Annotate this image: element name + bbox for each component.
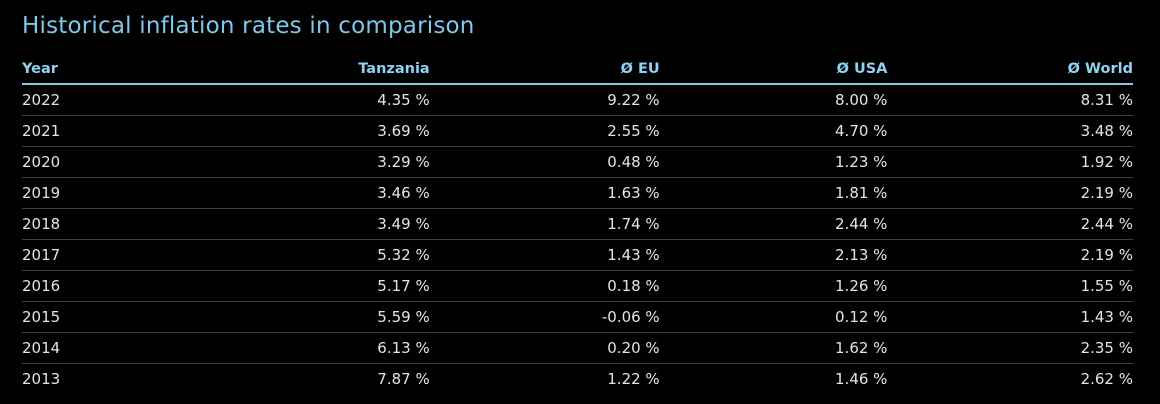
inflation-value-cell: 1.92 % — [887, 146, 1133, 178]
inflation-value-cell: 2.62 % — [1080, 370, 1133, 388]
table-row: 2015 5.59 % -0.06 % 0.12 % 1.43 % — [22, 301, 1133, 333]
year-cell: 2014 — [22, 332, 178, 364]
inflation-value-cell: 5.17 % — [177, 270, 430, 302]
column-header-world: Ø World — [887, 61, 1133, 85]
inflation-value-cell: 1.46 % — [835, 370, 888, 388]
inflation-value-cell: 8.00 % — [659, 84, 888, 116]
year-cell: 2022 — [22, 84, 178, 116]
column-header-eu: Ø EU — [429, 61, 660, 85]
column-header-usa: Ø USA — [659, 61, 888, 85]
table-header: Year Tanzania Ø EU Ø USA Ø World — [22, 61, 1133, 85]
inflation-value-cell: 3.48 % — [887, 115, 1133, 147]
inflation-value-cell: 2.55 % — [429, 115, 660, 147]
inflation-value-cell: 1.81 % — [659, 177, 888, 209]
column-header-year: Year — [22, 61, 178, 85]
inflation-value-cell: 2.44 % — [887, 208, 1133, 240]
table-row: 2019 3.46 % 1.63 % 1.81 % 2.19 % — [22, 177, 1133, 209]
table-row: 2013 7.87 % 1.22 % 1.46 % 2.62 % — [22, 364, 1133, 395]
table-row: 2014 6.13 % 0.20 % 1.62 % 2.35 % — [22, 332, 1133, 364]
table-row: 2018 3.49 % 1.74 % 2.44 % 2.44 % — [22, 208, 1133, 240]
table-row: 2022 4.35 % 9.22 % 8.00 % 8.31 % — [22, 84, 1133, 116]
inflation-value-cell: 9.22 % — [429, 84, 660, 116]
inflation-value-cell: 1.43 % — [887, 301, 1133, 333]
inflation-table: Year Tanzania Ø EU Ø USA Ø World 2022 4.3… — [22, 61, 1133, 394]
inflation-value-cell: 1.43 % — [429, 239, 660, 271]
table-body: 2022 4.35 % 9.22 % 8.00 % 8.31 % 2021 3.69 % 2.… — [22, 84, 1133, 394]
inflation-value-cell: 8.31 % — [887, 84, 1133, 116]
inflation-value-cell: 3.69 % — [177, 115, 430, 147]
inflation-value-cell: 4.70 % — [659, 115, 888, 147]
year-cell: 2013 — [22, 370, 61, 388]
inflation-value-cell: -0.06 % — [429, 301, 660, 333]
inflation-value-cell: 0.20 % — [429, 332, 660, 364]
inflation-value-cell: 2.35 % — [887, 332, 1133, 364]
year-cell: 2018 — [22, 208, 178, 240]
inflation-value-cell: 4.35 % — [177, 84, 430, 116]
inflation-value-cell: 6.13 % — [177, 332, 430, 364]
year-cell: 2017 — [22, 239, 178, 271]
inflation-value-cell: 3.46 % — [177, 177, 430, 209]
inflation-value-cell: 2.19 % — [887, 239, 1133, 271]
year-cell: 2016 — [22, 270, 178, 302]
inflation-value-cell: 0.48 % — [429, 146, 660, 178]
inflation-value-cell: 5.59 % — [177, 301, 430, 333]
inflation-value-cell: 1.62 % — [659, 332, 888, 364]
inflation-value-cell: 1.55 % — [887, 270, 1133, 302]
inflation-value-cell: 7.87 % — [377, 370, 430, 388]
table-row: 2021 3.69 % 2.55 % 4.70 % 3.48 % — [22, 115, 1133, 147]
inflation-value-cell: 0.18 % — [429, 270, 660, 302]
inflation-value-cell: 1.74 % — [429, 208, 660, 240]
year-cell: 2019 — [22, 177, 178, 209]
inflation-value-cell: 1.23 % — [659, 146, 888, 178]
inflation-value-cell: 3.29 % — [177, 146, 430, 178]
year-cell: 2020 — [22, 146, 178, 178]
table-row: 2020 3.29 % 0.48 % 1.23 % 1.92 % — [22, 146, 1133, 178]
inflation-value-cell: 5.32 % — [177, 239, 430, 271]
year-cell: 2021 — [22, 115, 178, 147]
inflation-value-cell: 2.44 % — [659, 208, 888, 240]
inflation-value-cell: 1.26 % — [659, 270, 888, 302]
inflation-value-cell: 2.13 % — [659, 239, 888, 271]
table-header-row: Year Tanzania Ø EU Ø USA Ø World — [22, 61, 1133, 85]
inflation-value-cell: 3.49 % — [177, 208, 430, 240]
inflation-value-cell: 0.12 % — [659, 301, 888, 333]
inflation-value-cell: 1.22 % — [607, 370, 660, 388]
year-cell: 2015 — [22, 301, 178, 333]
inflation-value-cell: 2.19 % — [887, 177, 1133, 209]
table-row: 2016 5.17 % 0.18 % 1.26 % 1.55 % — [22, 270, 1133, 302]
table-row: 2017 5.32 % 1.43 % 2.13 % 2.19 % — [22, 239, 1133, 271]
column-header-tanzania: Tanzania — [177, 61, 430, 85]
inflation-value-cell: 1.63 % — [429, 177, 660, 209]
page-title: Historical inflation rates in comparison — [22, 13, 475, 39]
